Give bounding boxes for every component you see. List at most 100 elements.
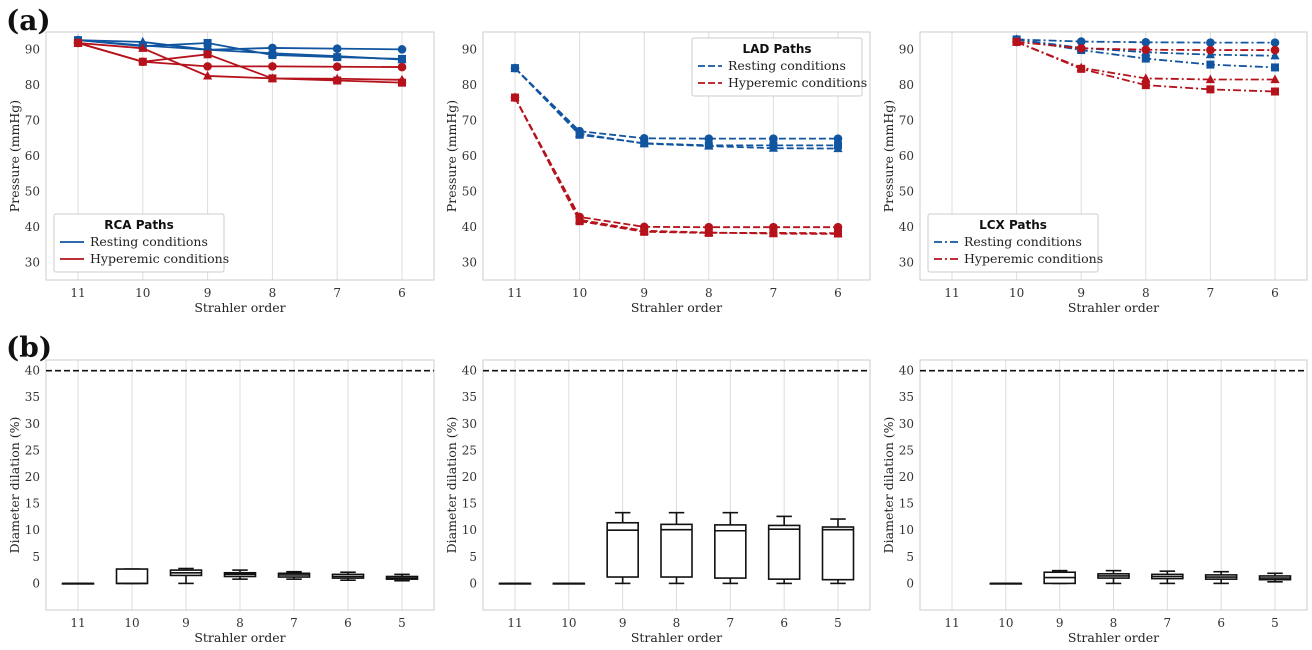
box-5 — [1258, 572, 1292, 583]
box-body — [821, 526, 855, 581]
y-tick-label: 80 — [462, 78, 477, 92]
data-point-triangle — [138, 43, 148, 52]
x-tick-label: 11 — [944, 616, 959, 630]
y-tick-label: 80 — [25, 78, 40, 92]
legend-box — [53, 213, 225, 273]
x-tick-label: 11 — [70, 616, 85, 630]
data-point-circle — [397, 45, 407, 54]
y-tick-label: 60 — [25, 149, 40, 163]
y-tick-label: 80 — [899, 78, 914, 92]
y-tick-label: 20 — [899, 470, 914, 484]
box-10 — [115, 568, 149, 585]
x-tick-label: 11 — [70, 286, 85, 300]
y-tick-label: 35 — [899, 390, 914, 404]
box-6 — [1204, 570, 1238, 585]
data-point-triangle — [267, 73, 277, 83]
y-tick-label: 0 — [469, 576, 477, 590]
x-tick-label: 6 — [398, 286, 406, 300]
x-tick-label: 6 — [344, 616, 352, 630]
axes-frame — [45, 359, 435, 611]
data-point-triangle — [704, 227, 714, 237]
x-axis-label: Strahler order — [631, 630, 722, 645]
data-point-circle — [1141, 37, 1151, 47]
data-point-circle — [1206, 38, 1215, 47]
box-8 — [660, 511, 693, 585]
x-tick-label: 7 — [1164, 616, 1172, 630]
series-line — [77, 39, 403, 61]
chart-rca: 30 40 50 60 70 80 90 11 10 9 8 7 6 Strahler order Pres… — [7, 31, 435, 315]
data-point-triangle — [332, 73, 342, 83]
data-point-triangle — [639, 138, 649, 148]
data-point-triangle — [510, 92, 520, 102]
x-tick-label: 9 — [1077, 286, 1085, 300]
chart-box_lad: 0 5 10 15 20 25 30 35 40 11 10 9 8 7 6 5 Strahler order D… — [444, 359, 871, 645]
data-point-triangle — [833, 143, 843, 153]
y-tick-label: 30 — [899, 255, 914, 269]
x-tick-label: 6 — [1217, 616, 1225, 630]
x-tick-label: 9 — [182, 616, 190, 630]
y-tick-label: 40 — [25, 364, 40, 378]
chart-box_lcx: 0 5 10 15 20 25 30 35 40 11 10 9 8 7 6 5 Strahler order D… — [881, 359, 1308, 645]
x-tick-label: 8 — [1142, 286, 1150, 300]
data-point-triangle — [575, 128, 585, 138]
y-axis-label: Pressure (mmHg) — [881, 100, 896, 212]
box-8 — [1097, 569, 1130, 585]
x-tick-label: 9 — [640, 286, 648, 300]
data-point-triangle — [1141, 73, 1151, 83]
axes-frame — [482, 359, 871, 611]
x-axis-label: Strahler order — [1068, 300, 1159, 315]
y-axis-label: Pressure (mmHg) — [7, 100, 22, 212]
legend-label: Hyperemic conditions — [964, 251, 1103, 266]
x-tick-label: 8 — [1110, 616, 1118, 630]
data-point-triangle — [768, 228, 778, 238]
x-tick-label: 11 — [507, 286, 522, 300]
x-tick-label: 11 — [507, 616, 522, 630]
series-line — [77, 42, 403, 84]
panel-label-a: (a) — [6, 4, 51, 37]
x-tick-label: 5 — [1271, 616, 1279, 630]
axes-frame — [919, 359, 1308, 611]
y-tick-label: 15 — [25, 497, 40, 511]
x-tick-label: 8 — [705, 286, 713, 300]
series-resting-triangle — [510, 63, 843, 153]
axes-frame — [482, 31, 871, 281]
series-hyperemic-triangle — [73, 37, 407, 84]
x-tick-label: 9 — [1056, 616, 1064, 630]
x-tick-label: 10 — [561, 616, 576, 630]
y-tick-label: 40 — [899, 364, 914, 378]
data-point-triangle — [704, 141, 714, 150]
data-point-triangle — [267, 48, 277, 57]
x-tick-label: 8 — [269, 286, 277, 300]
data-point-triangle — [1270, 74, 1280, 84]
x-tick-label: 7 — [727, 616, 735, 630]
x-axis-label: Strahler order — [194, 630, 285, 645]
x-tick-label: 5 — [834, 616, 842, 630]
y-tick-label: 70 — [899, 114, 914, 128]
box-body — [606, 521, 639, 578]
y-axis-label: Diameter dilation (%) — [7, 417, 22, 554]
series-line — [77, 42, 403, 81]
y-tick-label: 35 — [25, 390, 40, 404]
box-9 — [169, 567, 203, 585]
y-tick-label: 70 — [25, 114, 40, 128]
y-tick-label: 30 — [25, 255, 40, 269]
panel-label-b: (b) — [6, 331, 52, 364]
data-point-circle — [1270, 38, 1280, 47]
x-tick-label: 7 — [1207, 286, 1215, 300]
y-tick-label: 30 — [462, 255, 477, 269]
series-line — [514, 97, 839, 235]
chart-box_rca: 0 5 10 15 20 25 30 35 40 11 10 9 8 7 6 5 Strahler order D… — [7, 359, 435, 645]
y-tick-label: 60 — [899, 149, 914, 163]
x-tick-label: 7 — [333, 286, 341, 300]
data-point-circle — [1206, 45, 1215, 55]
series-line — [514, 97, 839, 235]
data-point-triangle — [1012, 36, 1022, 46]
data-point-triangle — [1076, 62, 1086, 72]
legend-title: RCA Paths — [104, 218, 174, 232]
data-point-triangle — [203, 70, 213, 80]
box-7 — [277, 570, 311, 580]
data-point-square — [1206, 85, 1215, 94]
data-point-triangle — [510, 63, 520, 72]
